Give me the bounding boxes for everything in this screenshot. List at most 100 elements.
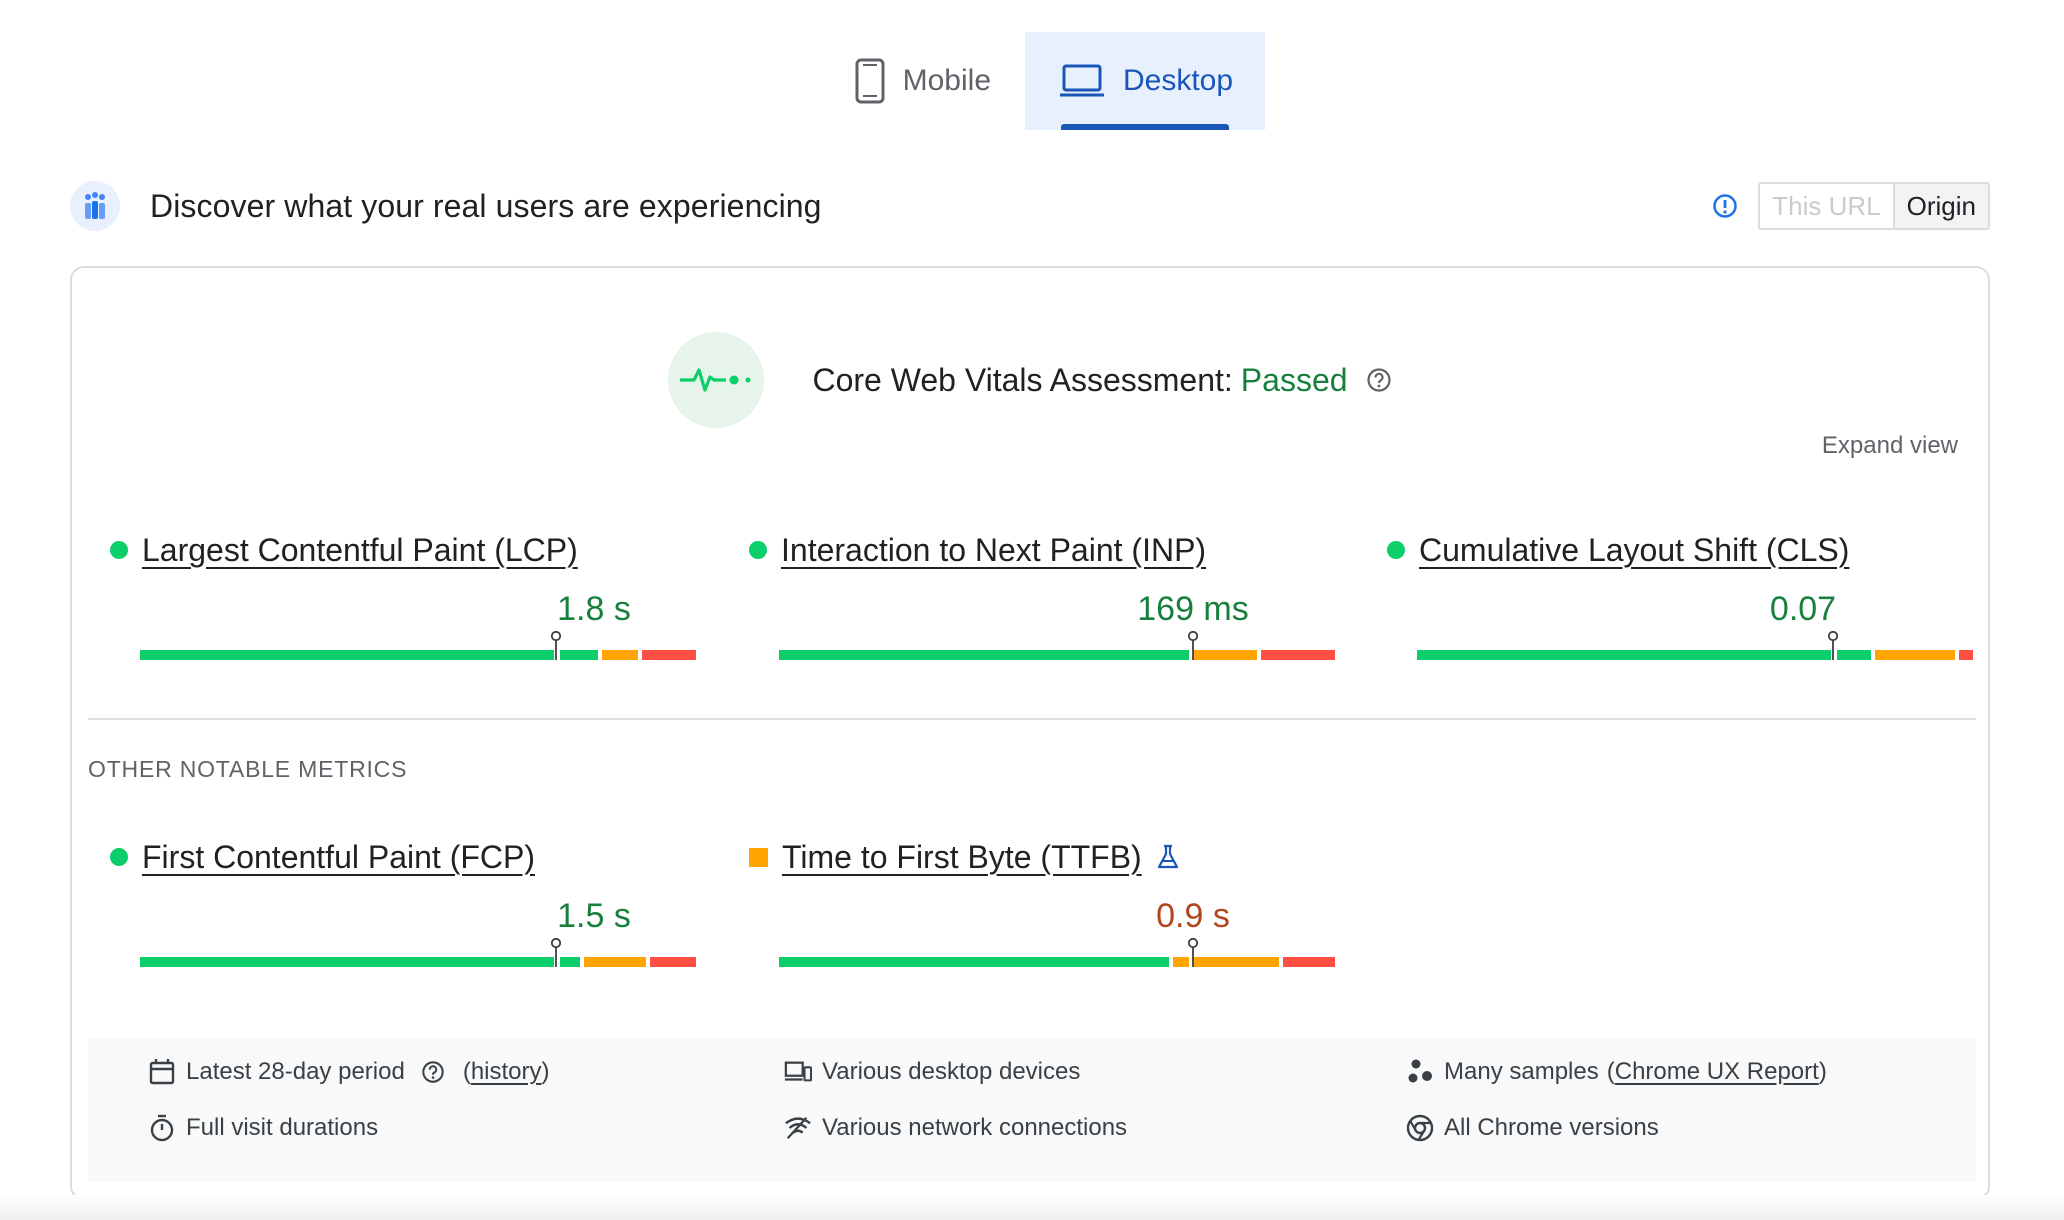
active-tab-indicator bbox=[1061, 124, 1229, 130]
history-link[interactable]: history bbox=[470, 1058, 542, 1085]
bar-ni-segment bbox=[1193, 650, 1257, 660]
info-icon[interactable] bbox=[1712, 193, 1738, 219]
metric-ttfb-value: 0.9 s bbox=[1156, 897, 1230, 935]
device-tabs: Mobile Desktop bbox=[0, 32, 2064, 130]
metric-cls-value: 0.07 bbox=[1769, 590, 1837, 628]
page-bottom-shade bbox=[0, 1195, 2064, 1220]
samples-prefix: Many samples bbox=[1444, 1058, 1599, 1085]
good-indicator-dot bbox=[749, 541, 767, 559]
assessment-status: Passed bbox=[1240, 361, 1348, 398]
period-text: Latest 28-day period bbox=[186, 1058, 405, 1085]
metric-lcp-name[interactable]: Largest Contentful Paint (LCP) bbox=[142, 531, 578, 568]
assessment-label: Core Web Vitals Assessment: bbox=[812, 361, 1233, 398]
paren-close: ) bbox=[1818, 1058, 1827, 1085]
bar-ni-segment bbox=[584, 957, 646, 967]
metric-inp-value: 169 ms bbox=[1137, 590, 1249, 628]
pulse-icon bbox=[668, 332, 765, 428]
metric-cls: Cumulative Layout Shift (CLS) 0.07 bbox=[1383, 530, 1973, 660]
durations-text: Full visit durations bbox=[186, 1114, 379, 1141]
device-types: Various desktop devices bbox=[784, 1058, 1080, 1086]
network-signal-icon bbox=[784, 1114, 812, 1142]
metric-ttfb-name[interactable]: Time to First Byte (TTFB) bbox=[782, 838, 1142, 875]
bar-ni-segment bbox=[1173, 957, 1189, 967]
metric-cls-distribution-bar bbox=[1417, 630, 1973, 660]
tab-desktop-label: Desktop bbox=[1123, 64, 1234, 97]
laptop-icon bbox=[1059, 64, 1105, 98]
network-text: Various network connections bbox=[822, 1114, 1128, 1141]
other-metrics-heading: OTHER NOTABLE METRICS bbox=[88, 756, 408, 782]
bar-good-segment bbox=[1837, 650, 1871, 660]
tab-mobile[interactable]: Mobile bbox=[795, 32, 1025, 130]
url-origin-controls: This URL Origin bbox=[1712, 182, 1990, 230]
paren-open: ( bbox=[462, 1058, 471, 1085]
tab-mobile-label: Mobile bbox=[902, 64, 991, 97]
bar-good-segment bbox=[1417, 650, 1831, 660]
p75-marker bbox=[1827, 630, 1839, 660]
p75-marker bbox=[1187, 937, 1199, 967]
bar-good-segment bbox=[140, 650, 554, 660]
needs-improvement-indicator bbox=[749, 847, 768, 867]
tab-desktop[interactable]: Desktop bbox=[1025, 32, 1265, 130]
flask-icon[interactable] bbox=[1156, 844, 1180, 870]
bar-poor-segment bbox=[1261, 650, 1335, 660]
p75-marker bbox=[1187, 630, 1199, 660]
metric-fcp-distribution-bar bbox=[140, 937, 696, 967]
bar-poor-segment bbox=[650, 957, 696, 967]
help-icon[interactable] bbox=[419, 1058, 447, 1086]
collection-period: Latest 28-day period (history) bbox=[148, 1058, 550, 1086]
bar-poor-segment bbox=[642, 650, 696, 660]
metric-ttfb: Time to First Byte (TTFB) 0.9 s bbox=[745, 837, 1335, 967]
phone-icon bbox=[855, 58, 885, 104]
calendar-icon bbox=[148, 1058, 176, 1086]
metric-lcp-value: 1.8 s bbox=[557, 590, 631, 628]
field-data-header: Discover what your real users are experi… bbox=[70, 178, 1990, 234]
samples-icon bbox=[1406, 1058, 1434, 1086]
bar-good-segment bbox=[779, 650, 1189, 660]
bar-poor-segment bbox=[1959, 650, 1973, 660]
bar-good-segment bbox=[140, 957, 554, 967]
metric-lcp-distribution-bar bbox=[140, 630, 696, 660]
collection-info-footer: Latest 28-day period (history) Full visi… bbox=[88, 1038, 1976, 1182]
bar-good-segment bbox=[560, 957, 580, 967]
metric-fcp-value: 1.5 s bbox=[557, 897, 631, 935]
bar-good-segment bbox=[779, 957, 1169, 967]
p75-marker bbox=[550, 630, 562, 660]
network-types: Various network connections bbox=[784, 1114, 1127, 1142]
bar-ni-segment bbox=[602, 650, 638, 660]
section-divider bbox=[88, 718, 1976, 720]
origin-button[interactable]: Origin bbox=[1892, 184, 1988, 228]
good-indicator-dot bbox=[110, 541, 128, 559]
bar-ni-segment bbox=[1193, 957, 1279, 967]
bar-good-segment bbox=[560, 650, 598, 660]
sample-source: Many samples (Chrome UX Report) bbox=[1406, 1058, 1827, 1086]
help-icon[interactable] bbox=[1366, 367, 1392, 393]
this-url-button[interactable]: This URL bbox=[1760, 184, 1893, 228]
paren-open: ( bbox=[1606, 1058, 1615, 1085]
url-origin-toggle: This URL Origin bbox=[1758, 182, 1990, 230]
metric-fcp-name[interactable]: First Contentful Paint (FCP) bbox=[142, 838, 535, 875]
bar-ni-segment bbox=[1875, 650, 1955, 660]
metric-inp-name[interactable]: Interaction to Next Paint (INP) bbox=[781, 531, 1207, 568]
expand-view-link[interactable]: Expand view bbox=[1821, 432, 1958, 459]
good-indicator-dot bbox=[110, 848, 128, 866]
metric-ttfb-distribution-bar bbox=[779, 937, 1335, 967]
chrome-versions: All Chrome versions bbox=[1406, 1114, 1659, 1142]
p75-marker bbox=[550, 937, 562, 967]
metric-fcp: First Contentful Paint (FCP) 1.5 s bbox=[106, 837, 696, 967]
devices-icon bbox=[784, 1058, 812, 1086]
crux-logo bbox=[70, 181, 120, 231]
visit-durations: Full visit durations bbox=[148, 1114, 378, 1142]
good-indicator-dot bbox=[1387, 541, 1405, 559]
paren-close: ) bbox=[541, 1058, 550, 1085]
chrome-icon bbox=[1406, 1114, 1434, 1142]
metric-cls-name[interactable]: Cumulative Layout Shift (CLS) bbox=[1419, 531, 1850, 568]
metric-inp: Interaction to Next Paint (INP) 169 ms bbox=[745, 530, 1335, 660]
stopwatch-icon bbox=[148, 1114, 176, 1142]
chrome-ux-report-link[interactable]: Chrome UX Report bbox=[1614, 1058, 1819, 1085]
bar-poor-segment bbox=[1283, 957, 1335, 967]
devices-text: Various desktop devices bbox=[822, 1058, 1081, 1085]
cwv-assessment: Core Web Vitals Assessment: Passed bbox=[72, 332, 1988, 428]
metric-lcp: Largest Contentful Paint (LCP) 1.8 s bbox=[106, 530, 696, 660]
field-data-card: Core Web Vitals Assessment: Passed Expan… bbox=[70, 266, 1990, 1200]
field-data-title: Discover what your real users are experi… bbox=[150, 187, 822, 224]
